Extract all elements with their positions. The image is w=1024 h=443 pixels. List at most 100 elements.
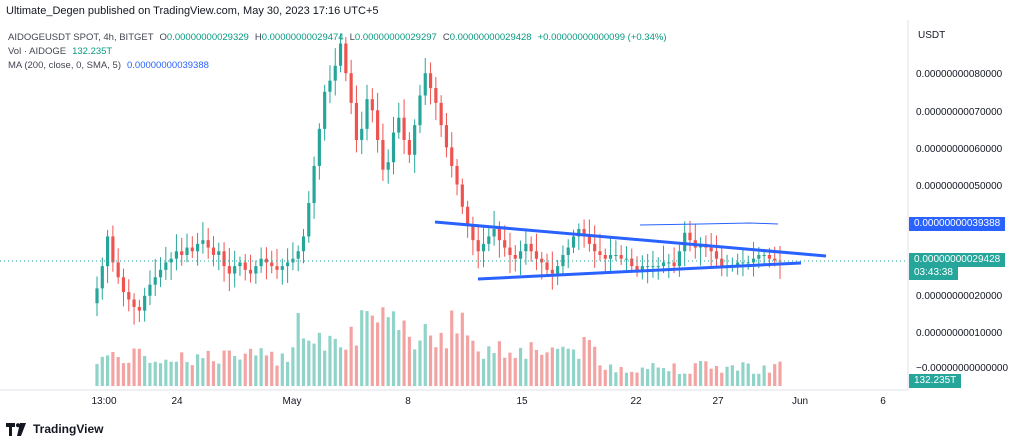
volume-bar xyxy=(196,354,200,386)
volume-bar xyxy=(608,364,613,386)
candle-body xyxy=(100,266,104,289)
legend-ma-row: MA (200, close, 0, SMA, 5) 0.00000000039… xyxy=(8,59,666,73)
volume-bar xyxy=(476,351,480,386)
tradingview-brand: TradingView xyxy=(33,422,104,436)
volume-bar xyxy=(603,369,607,386)
volume-bar xyxy=(773,364,777,386)
candle-body xyxy=(614,254,618,256)
volume-bars xyxy=(95,307,782,386)
candle-body xyxy=(397,117,401,133)
volume-bar xyxy=(503,357,507,386)
volume-bar xyxy=(460,312,464,386)
ma-price-tag: 0.00000000039388 xyxy=(909,217,1006,231)
volume-bar xyxy=(487,346,491,386)
candle-body xyxy=(651,266,655,268)
legend-symbol[interactable]: AIDOGEUSDT SPOT, 4h, BITGET xyxy=(8,32,154,43)
bar-countdown-tag: 03:43:38 xyxy=(909,266,958,280)
candle-body xyxy=(137,306,141,311)
candle-body xyxy=(169,258,173,263)
candle-body xyxy=(121,277,126,293)
candle-body xyxy=(688,232,692,241)
chart-legend: AIDOGEUSDT SPOT, 4h, BITGET O 0.000000000… xyxy=(8,31,666,73)
candle-body xyxy=(751,258,756,263)
candle-body xyxy=(264,258,269,263)
candle-body xyxy=(476,240,480,252)
time-tick: Jun xyxy=(791,396,809,407)
candle-body xyxy=(683,232,687,252)
volume-bar xyxy=(217,363,221,386)
volume-bar xyxy=(593,346,597,386)
volume-bar xyxy=(693,363,697,386)
volume-bar xyxy=(238,359,242,386)
volume-bar xyxy=(222,350,226,386)
price-tick: 0.00000000060000 xyxy=(916,144,1003,155)
volume-bar xyxy=(127,362,131,386)
ma-line xyxy=(639,222,779,226)
candle-body xyxy=(545,262,549,270)
volume-bar xyxy=(677,373,681,386)
candle-body xyxy=(513,254,517,259)
candle-body xyxy=(418,95,422,126)
volume-bar xyxy=(481,358,486,386)
candle-body xyxy=(174,251,179,259)
volume-bar xyxy=(323,350,327,386)
candle-body xyxy=(571,236,576,248)
volume-bar xyxy=(121,363,126,386)
candle-body xyxy=(534,251,539,259)
volume-bar xyxy=(587,339,591,386)
legend-ma-label[interactable]: MA (200, close, 0, SMA, 5) xyxy=(8,60,121,71)
volume-bar xyxy=(227,350,231,386)
legend-high: 0.00000000029474 xyxy=(261,32,344,43)
volume-bar xyxy=(598,365,602,386)
candle-body xyxy=(423,73,427,96)
candle-body xyxy=(741,262,745,264)
candle-body xyxy=(428,73,433,89)
candle-body xyxy=(677,251,681,267)
volume-bar xyxy=(248,348,253,386)
volume-bar xyxy=(264,355,269,386)
volume-bar xyxy=(624,372,629,386)
volume-bar xyxy=(640,367,644,386)
price-tick: 0.00000000050000 xyxy=(916,181,1003,192)
volume-bar xyxy=(577,358,581,386)
volume-bar xyxy=(185,361,189,386)
volume-bar xyxy=(307,340,311,386)
candle-body xyxy=(667,262,671,264)
candle-body xyxy=(582,229,586,237)
price-tick: 0.00000000080000 xyxy=(916,69,1003,80)
candle-body xyxy=(518,251,523,259)
volume-bar xyxy=(757,373,761,386)
candle-body xyxy=(248,269,253,274)
volume-bar xyxy=(158,363,163,386)
candle-body xyxy=(217,251,221,255)
candle-body xyxy=(746,262,750,264)
volume-bar xyxy=(270,351,274,386)
volume-bar xyxy=(206,350,210,386)
volume-bar xyxy=(518,347,523,386)
candle-body xyxy=(238,262,242,267)
candle-body xyxy=(524,243,528,252)
candle-body xyxy=(587,236,591,244)
candle-body xyxy=(360,128,364,140)
candle-body xyxy=(190,247,194,252)
candle-body xyxy=(529,243,533,252)
candle-body xyxy=(95,288,99,304)
footer-branding[interactable]: TradingView xyxy=(6,422,103,436)
triangle-lower-trendline[interactable] xyxy=(477,261,802,281)
volume-bar xyxy=(571,349,576,386)
candle-body xyxy=(497,229,501,241)
candle-body xyxy=(127,292,131,300)
publisher-bar: Ultimate_Degen published on TradingView.… xyxy=(0,0,1024,20)
volume-bar xyxy=(767,372,771,386)
volume-bar xyxy=(455,333,459,386)
legend-volume-label[interactable]: Vol · AIDOGE xyxy=(8,46,67,57)
candle-body xyxy=(481,243,486,252)
candle-body xyxy=(646,266,650,268)
candle-body xyxy=(328,80,332,92)
triangle-upper-trendline[interactable] xyxy=(434,220,827,258)
volume-bar xyxy=(291,347,295,386)
legend-high-label: H xyxy=(254,32,262,43)
volume-bar xyxy=(497,341,501,386)
candle-body xyxy=(492,229,496,237)
